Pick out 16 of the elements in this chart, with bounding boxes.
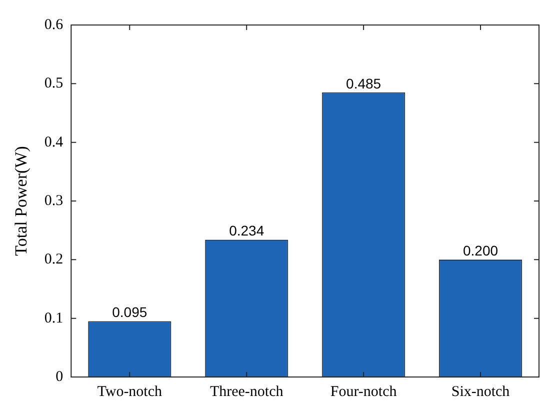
data-label: 0.485 (346, 75, 382, 92)
y-tick-label: 0.4 (44, 134, 64, 150)
y-axis-title: Total Power(W) (12, 146, 31, 256)
y-tick-label: 0.3 (44, 192, 64, 209)
y-tick-label: 0.1 (44, 310, 64, 326)
data-label: 0.095 (112, 304, 148, 320)
x-tick-label: Four-notch (330, 384, 398, 400)
x-tick-label: Six-notch (451, 384, 510, 400)
x-tick-label: Three-notch (210, 384, 284, 400)
y-tick-label: 0.5 (44, 76, 64, 92)
data-label: 0.234 (229, 222, 264, 239)
x-tick-label: Two-notch (97, 384, 163, 400)
y-tick-label: 0 (56, 368, 64, 385)
data-label: 0.200 (462, 242, 498, 259)
y-tick-label: 0.6 (44, 16, 64, 33)
y-tick-label: 0.2 (44, 252, 64, 268)
